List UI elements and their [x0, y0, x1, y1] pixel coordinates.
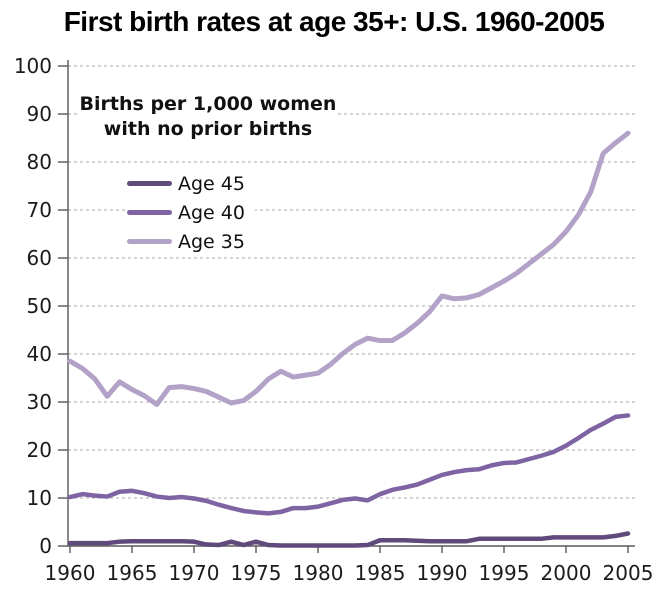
y-tick-label: 80 [27, 150, 52, 174]
y-tick-label: 70 [27, 198, 52, 222]
y-tick-label: 10 [27, 486, 52, 510]
legend-label-age-40: Age 40 [178, 201, 245, 224]
y-axis-annotation: Births per 1,000 women with no prior bir… [78, 92, 338, 142]
y-tick-label: 30 [27, 390, 52, 414]
x-tick-label: 1990 [417, 561, 468, 585]
legend-label-age-35: Age 35 [178, 230, 245, 253]
y-tick-label: 20 [27, 438, 52, 462]
legend-item-age-45: Age 45 [127, 169, 245, 198]
annotation-line-1: Births per 1,000 women [79, 93, 337, 115]
x-tick-label: 1995 [479, 561, 530, 585]
chart-title: First birth rates at age 35+: U.S. 1960-… [63, 6, 605, 37]
legend-label-age-45: Age 45 [178, 172, 245, 195]
y-tick-label: 60 [27, 246, 52, 270]
legend-line-swatch-age-40 [127, 210, 172, 215]
y-tick-label: 50 [27, 294, 52, 318]
series-line-age-35 [67, 130, 631, 407]
y-tick-label: 40 [27, 342, 52, 366]
y-tick-label: 100 [14, 54, 52, 78]
series-line-age-40 [67, 413, 631, 516]
x-tick-label: 1965 [107, 561, 158, 585]
legend: Age 45 Age 40 Age 35 [127, 169, 255, 256]
x-tick-label: 1985 [355, 561, 406, 585]
x-tick-label: 1970 [169, 561, 220, 585]
series-line-age-45 [67, 531, 631, 548]
y-tick-label: 90 [27, 102, 52, 126]
annotation-line-2: with no prior births [103, 118, 313, 140]
x-tick-label: 1960 [45, 561, 96, 585]
legend-item-age-40: Age 40 [127, 198, 245, 227]
x-tick-label: 2000 [541, 561, 592, 585]
x-tick-label: 1980 [293, 561, 344, 585]
x-tick-label: 1975 [231, 561, 282, 585]
legend-line-swatch-age-35 [127, 239, 172, 244]
legend-line-swatch-age-45 [127, 181, 172, 186]
x-tick-label: 2005 [603, 561, 654, 585]
legend-item-age-35: Age 35 [127, 227, 245, 256]
y-tick-label: 0 [39, 534, 52, 558]
